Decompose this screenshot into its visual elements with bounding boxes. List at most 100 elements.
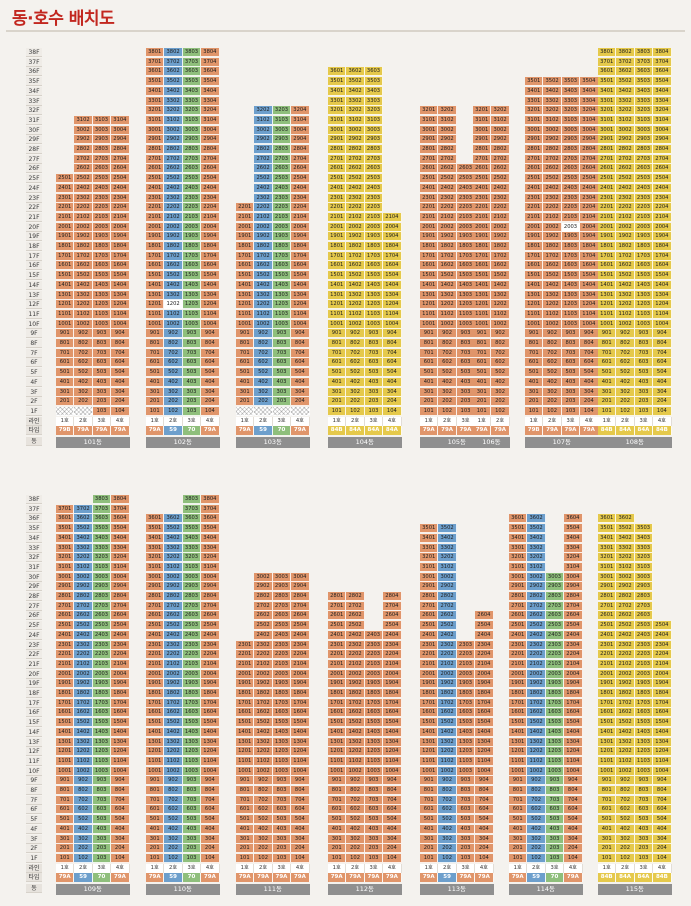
unit-cell[interactable]: 2403 (92, 183, 112, 193)
unit-cell[interactable]: 504 (653, 815, 672, 825)
unit-cell[interactable]: 3203 (364, 106, 384, 116)
unit-cell[interactable]: 3002 (74, 125, 93, 135)
unit-cell[interactable]: 2403 (92, 630, 112, 640)
unit-cell[interactable]: 1903 (92, 232, 112, 242)
unit-cell[interactable]: 3001 (598, 572, 617, 582)
unit-cell[interactable]: 703 (92, 795, 112, 805)
unit-cell[interactable]: 1603 (182, 261, 202, 271)
unit-cell[interactable]: 2702 (164, 601, 183, 611)
unit-cell[interactable]: 2102 (254, 659, 273, 669)
unit-cell[interactable]: 2301 (473, 193, 492, 203)
unit-cell[interactable]: 1702 (346, 251, 365, 261)
unit-cell[interactable]: 1301 (146, 290, 165, 300)
unit-cell[interactable]: 2603 (92, 611, 112, 621)
unit-cell[interactable]: 2902 (616, 135, 635, 145)
unit-cell[interactable]: 1704 (653, 698, 672, 708)
unit-cell[interactable]: 2304 (291, 640, 310, 650)
unit-cell[interactable]: 802 (74, 786, 93, 795)
unit-cell[interactable]: 1001 (420, 766, 439, 776)
unit-cell[interactable]: 801 (420, 786, 439, 795)
unit-cell[interactable]: 1801 (598, 689, 617, 698)
unit-cell[interactable]: 1802 (616, 242, 635, 251)
unit-cell[interactable]: 401 (598, 377, 617, 387)
unit-cell[interactable]: 1404 (383, 280, 402, 290)
unit-cell[interactable]: 2801 (146, 145, 165, 154)
unit-cell[interactable]: 2203 (634, 650, 654, 660)
unit-cell[interactable]: 1803 (456, 689, 476, 698)
unit-cell[interactable]: 404 (564, 824, 583, 834)
unit-cell[interactable]: 1001 (473, 319, 492, 329)
unit-cell[interactable] (236, 406, 255, 416)
unit-cell[interactable]: 1102 (74, 309, 93, 319)
unit-cell[interactable]: 1203 (561, 300, 581, 310)
unit-cell[interactable]: 1701 (509, 698, 528, 708)
unit-cell[interactable]: 2501 (56, 174, 75, 184)
unit-cell[interactable]: 2004 (383, 669, 402, 679)
unit-cell[interactable]: 504 (564, 815, 583, 825)
unit-cell[interactable]: 903 (92, 329, 112, 339)
unit-cell[interactable]: 3803 (92, 495, 112, 504)
unit-cell[interactable]: 3004 (111, 572, 130, 582)
unit-cell[interactable]: 1101 (473, 309, 492, 319)
unit-cell[interactable]: 901 (236, 776, 255, 786)
unit-cell[interactable]: 3002 (491, 125, 510, 135)
unit-cell[interactable]: 3304 (201, 96, 220, 106)
unit-cell[interactable]: 1902 (164, 232, 183, 242)
unit-cell[interactable]: 1101 (598, 309, 617, 319)
unit-cell[interactable]: 2702 (438, 601, 457, 611)
unit-cell[interactable]: 1304 (111, 737, 130, 747)
unit-cell[interactable]: 1202 (527, 747, 546, 757)
unit-cell[interactable]: 804 (201, 339, 220, 348)
unit-cell[interactable]: 2804 (653, 145, 672, 154)
unit-cell[interactable]: 3404 (201, 86, 220, 96)
unit-cell[interactable]: 2603 (182, 611, 202, 621)
unit-cell[interactable]: 3002 (254, 572, 273, 582)
unit-cell[interactable]: 901 (146, 776, 165, 786)
unit-cell[interactable]: 3302 (616, 96, 635, 106)
unit-cell[interactable]: 1301 (56, 290, 75, 300)
unit-cell[interactable]: 502 (438, 368, 457, 378)
unit-cell[interactable]: 401 (56, 824, 75, 834)
unit-cell[interactable]: 1103 (272, 309, 292, 319)
unit-cell[interactable]: 2204 (111, 203, 130, 213)
unit-cell[interactable]: 403 (561, 377, 581, 387)
unit-cell[interactable]: 204 (564, 844, 583, 854)
unit-cell[interactable]: 1101 (328, 756, 347, 766)
unit-cell[interactable]: 1201 (236, 300, 255, 310)
unit-cell[interactable]: 902 (438, 329, 457, 339)
unit-cell[interactable]: 1204 (291, 300, 310, 310)
unit-cell[interactable]: 1602 (254, 261, 273, 271)
unit-cell[interactable]: 602 (616, 358, 635, 368)
unit-cell[interactable]: 1503 (182, 718, 202, 728)
unit-cell[interactable]: 2301 (328, 640, 347, 650)
unit-cell[interactable]: 2601 (146, 611, 165, 621)
unit-cell[interactable]: 101 (598, 853, 617, 863)
unit-cell[interactable]: 2903 (182, 135, 202, 145)
unit-cell[interactable]: 3401 (509, 533, 528, 543)
unit-cell[interactable]: 404 (383, 377, 402, 387)
unit-cell[interactable]: 2402 (527, 630, 546, 640)
unit-cell[interactable]: 2203 (545, 650, 565, 660)
unit-cell[interactable]: 1403 (182, 727, 202, 737)
unit-cell[interactable]: 902 (527, 776, 546, 786)
unit-cell[interactable]: 203 (456, 844, 476, 854)
unit-cell[interactable]: 901 (236, 329, 255, 339)
unit-cell[interactable]: 502 (164, 368, 183, 378)
unit-cell[interactable]: 101 (146, 406, 165, 416)
unit-cell[interactable]: 1604 (383, 261, 402, 271)
unit-cell[interactable]: 101 (525, 406, 544, 416)
unit-cell[interactable]: 1501 (509, 718, 528, 728)
unit-cell[interactable]: 1701 (236, 698, 255, 708)
unit-cell[interactable]: 1103 (364, 756, 384, 766)
unit-cell[interactable]: 303 (272, 834, 292, 844)
unit-cell[interactable]: 2602 (346, 164, 365, 174)
unit-cell[interactable]: 1303 (634, 737, 654, 747)
unit-cell[interactable]: 2803 (272, 145, 292, 154)
unit-cell[interactable]: 301 (236, 834, 255, 844)
unit-cell[interactable]: 3803 (182, 495, 202, 504)
unit-cell[interactable]: 904 (653, 776, 672, 786)
unit-cell[interactable]: 503 (364, 368, 384, 378)
unit-cell[interactable]: 3401 (328, 86, 347, 96)
unit-cell[interactable]: 1404 (111, 280, 130, 290)
unit-cell[interactable]: 1103 (545, 756, 565, 766)
